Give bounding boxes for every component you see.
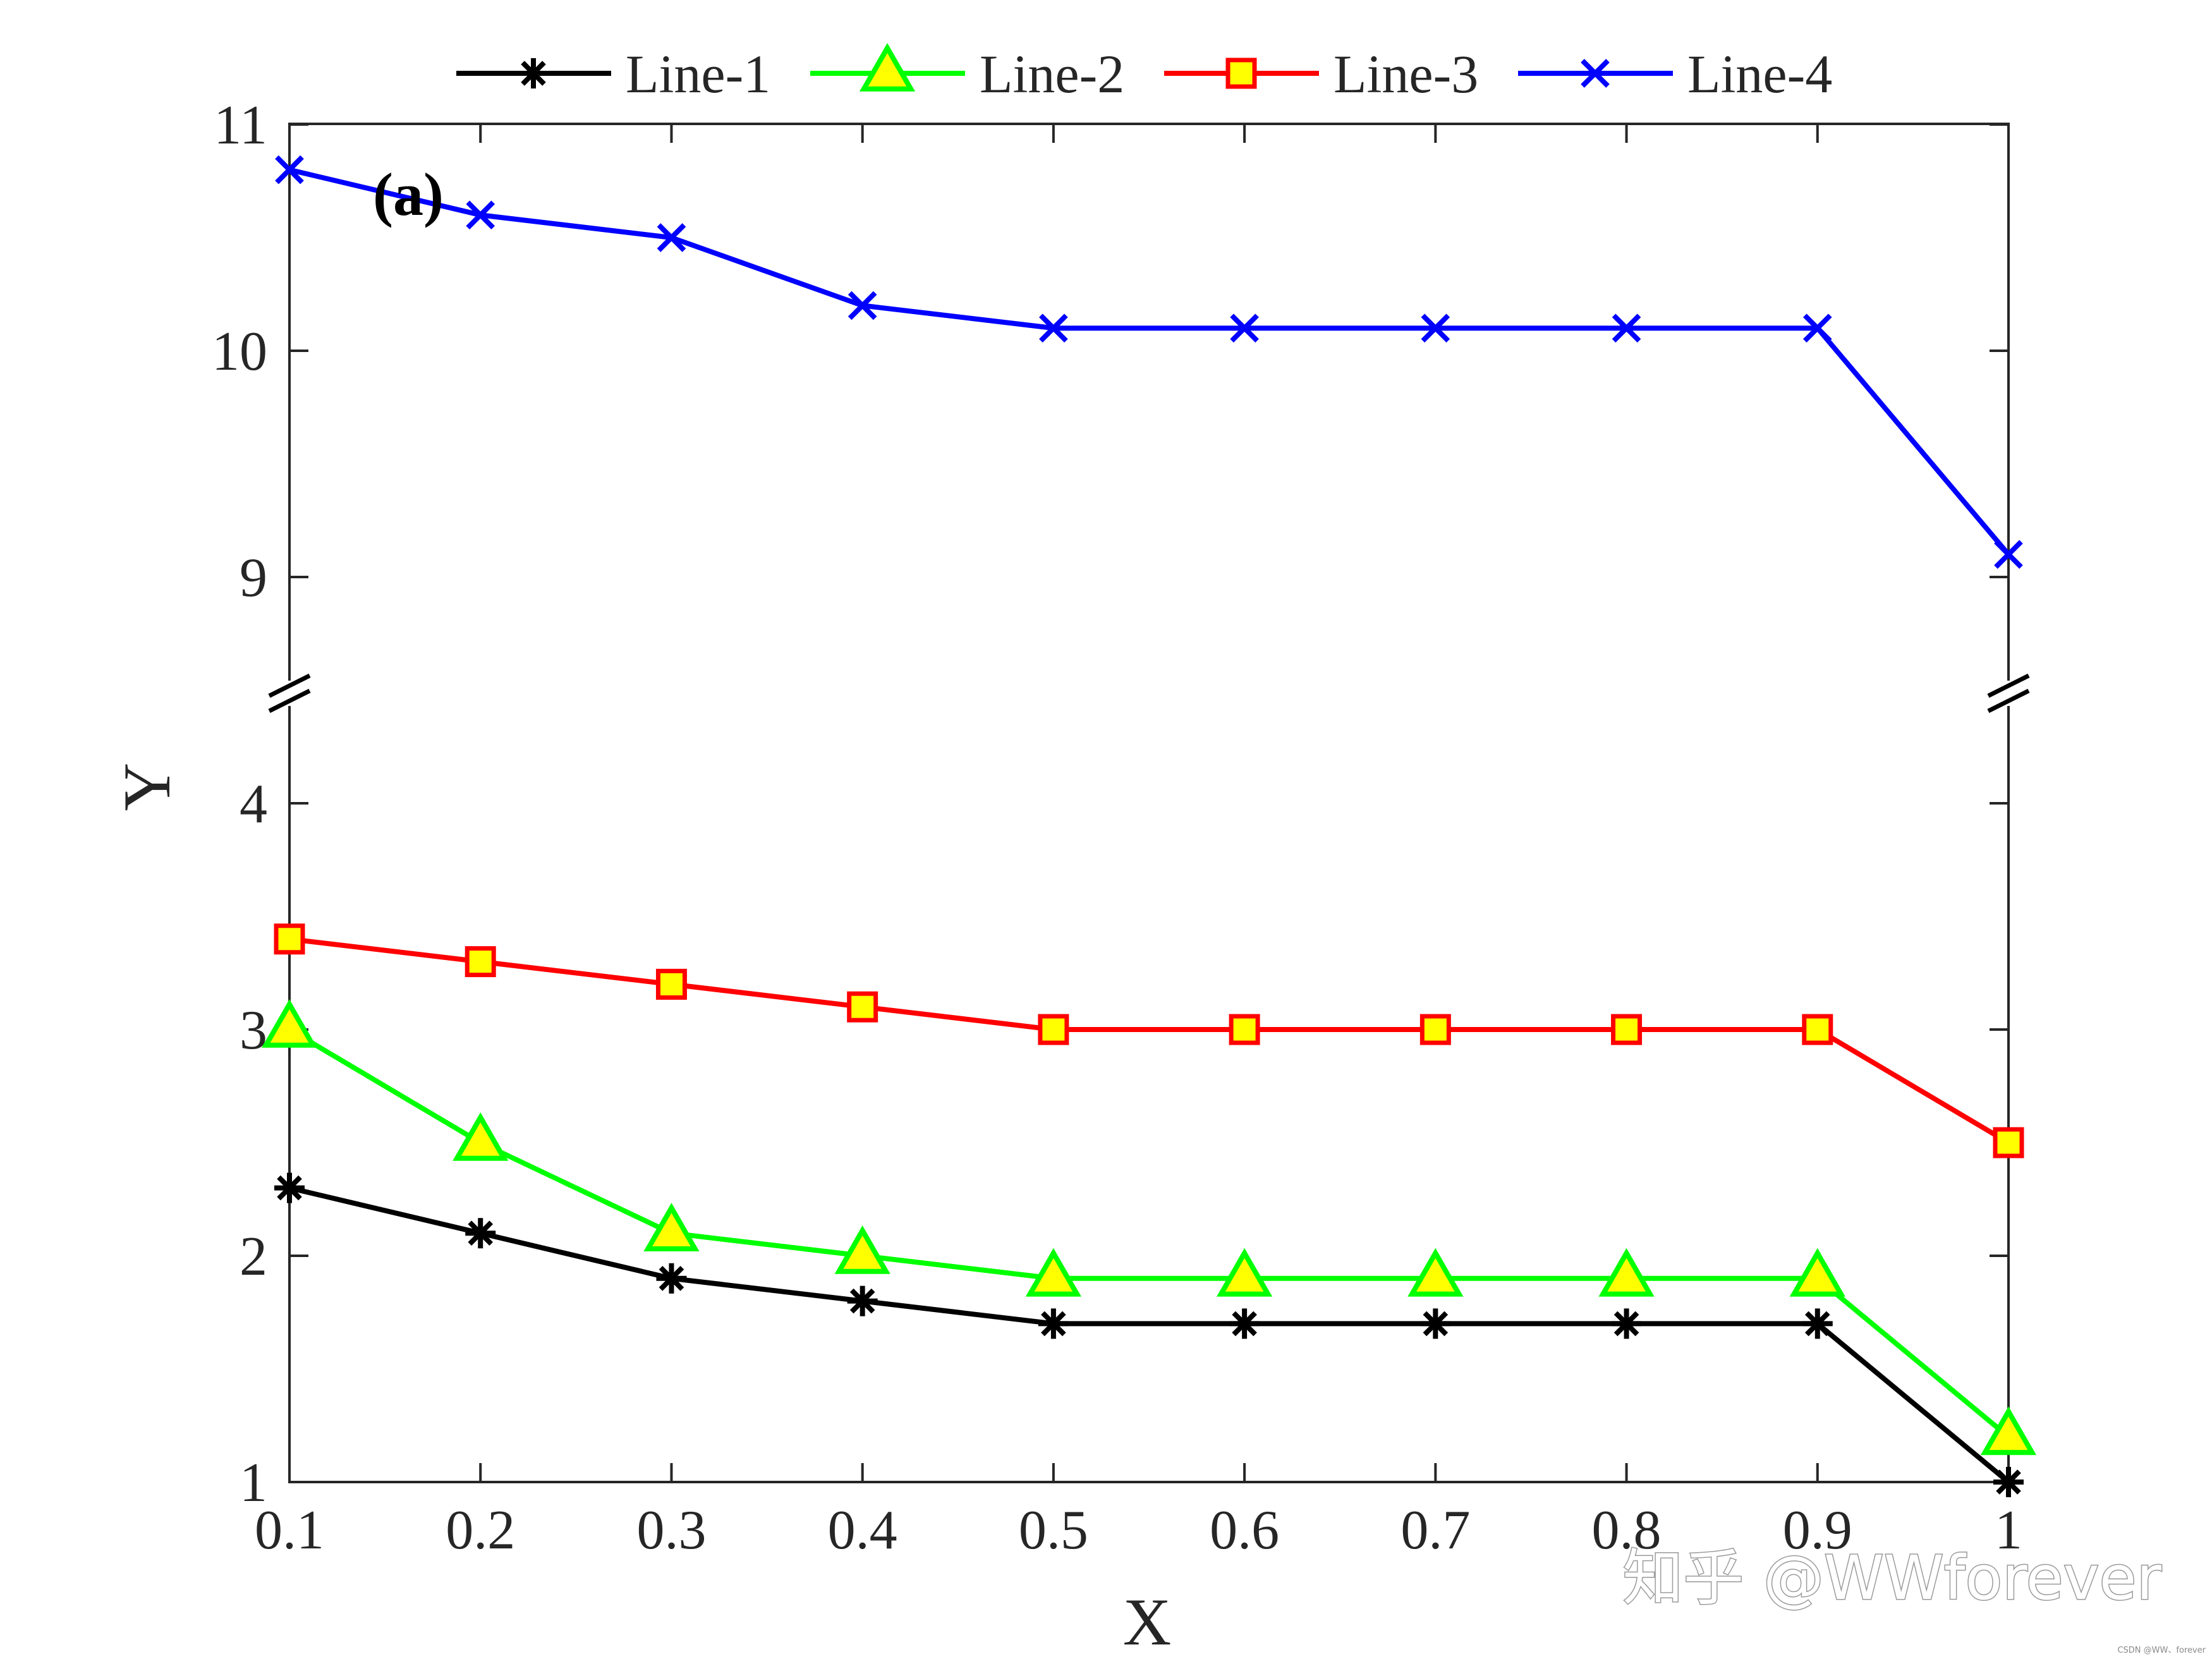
data-point (1420, 1308, 1451, 1339)
x-tick-label: 0.9 (1783, 1500, 1852, 1561)
watermark-text: 知乎 @WWforever (1622, 1543, 2161, 1613)
series-line-1 (274, 1172, 2024, 1497)
data-point (834, 1225, 890, 1274)
y-axis-title: Y (110, 763, 184, 811)
x-tick-label: 0.6 (1210, 1500, 1279, 1561)
legend-marker (1581, 59, 1610, 88)
series-line (289, 167, 2011, 556)
x-tick-label: 0.5 (1019, 1500, 1088, 1561)
data-point (1994, 540, 2023, 569)
data-point (1802, 1308, 1833, 1339)
data-point (1993, 1467, 2024, 1497)
data-point (847, 991, 878, 1023)
x-tick-label: 0.3 (636, 1500, 706, 1561)
data-point (1038, 1308, 1069, 1339)
data-point (1980, 1406, 2037, 1455)
data-point (848, 291, 877, 320)
data-point (1993, 1127, 2024, 1158)
legend-item-line-1: Line-1 (456, 44, 770, 104)
data-point (1612, 313, 1641, 343)
legend-marker (1225, 58, 1257, 89)
y-tick-label: 4 (240, 774, 267, 835)
series-line (288, 1027, 2010, 1439)
y-tick-label: 1 (240, 1452, 267, 1514)
legend: Line-1 Line-2 Line-3 Line-4 (456, 42, 1832, 104)
data-point (466, 200, 495, 230)
data-point (656, 1263, 687, 1294)
series-line-2 (261, 999, 2037, 1455)
data-point (655, 968, 687, 1000)
data-point (274, 1172, 305, 1203)
right-axis-break (1987, 673, 2030, 714)
x-tick-label: 0.7 (1401, 1500, 1470, 1561)
data-point (1229, 1014, 1260, 1045)
legend-label: Line-4 (1687, 44, 1832, 104)
series-line (289, 1185, 2010, 1485)
data-point (1230, 313, 1259, 343)
data-point (1789, 1248, 1845, 1297)
legend-marker (859, 42, 916, 92)
y-tick-label: 10 (212, 321, 267, 382)
y-tick-label: 3 (240, 1000, 267, 1061)
data-point (1217, 1248, 1273, 1297)
series-layer (261, 155, 2037, 1497)
data-point (261, 999, 318, 1048)
data-point (847, 1285, 878, 1316)
series-line-4 (275, 155, 2023, 569)
y-tick-label: 9 (240, 547, 267, 609)
data-point (1598, 1248, 1655, 1297)
x-tick-label: 0.2 (446, 1500, 515, 1561)
legend-label: Line-3 (1334, 44, 1478, 104)
legend-item-line-3: Line-3 (1164, 44, 1478, 104)
y-tick-label: 2 (240, 1226, 267, 1287)
data-point (1039, 313, 1068, 343)
legend-label: Line-2 (980, 44, 1124, 104)
watermark-small-text: CSDN @WW、forever (2117, 1646, 2206, 1655)
left-axis-break (268, 673, 311, 714)
data-point (1421, 313, 1450, 343)
x-tick-label: 0.1 (255, 1500, 324, 1561)
legend-item-line-4: Line-4 (1518, 44, 1832, 104)
data-point (1802, 313, 1832, 343)
data-point (453, 1112, 509, 1161)
x-tick-label: 0.4 (828, 1500, 897, 1561)
data-point (465, 1218, 496, 1249)
data-point (643, 1203, 700, 1251)
x-axis-title: X (1123, 1585, 1172, 1659)
data-point (275, 155, 304, 185)
series-line-3 (274, 923, 2024, 1158)
data-point (1229, 1308, 1260, 1339)
data-point (1611, 1308, 1642, 1339)
x-tick-label: 1 (1995, 1500, 2022, 1561)
series-line (289, 936, 2010, 1145)
data-point (657, 223, 686, 252)
data-point (465, 946, 496, 978)
data-point (1038, 1014, 1069, 1045)
x-tick-label: 0.8 (1592, 1500, 1662, 1561)
data-point (1407, 1248, 1464, 1297)
y-tick-label: 11 (214, 95, 267, 156)
data-point (1611, 1014, 1643, 1045)
legend-item-line-2: Line-2 (810, 42, 1124, 104)
legend-marker (518, 58, 549, 88)
legend-label: Line-1 (626, 44, 770, 104)
data-point (1802, 1014, 1833, 1045)
data-point (1419, 1014, 1451, 1045)
data-point (1025, 1248, 1081, 1297)
data-point (274, 923, 305, 955)
panel-label: (a) (373, 161, 444, 228)
axis-break-marks (268, 673, 2030, 714)
